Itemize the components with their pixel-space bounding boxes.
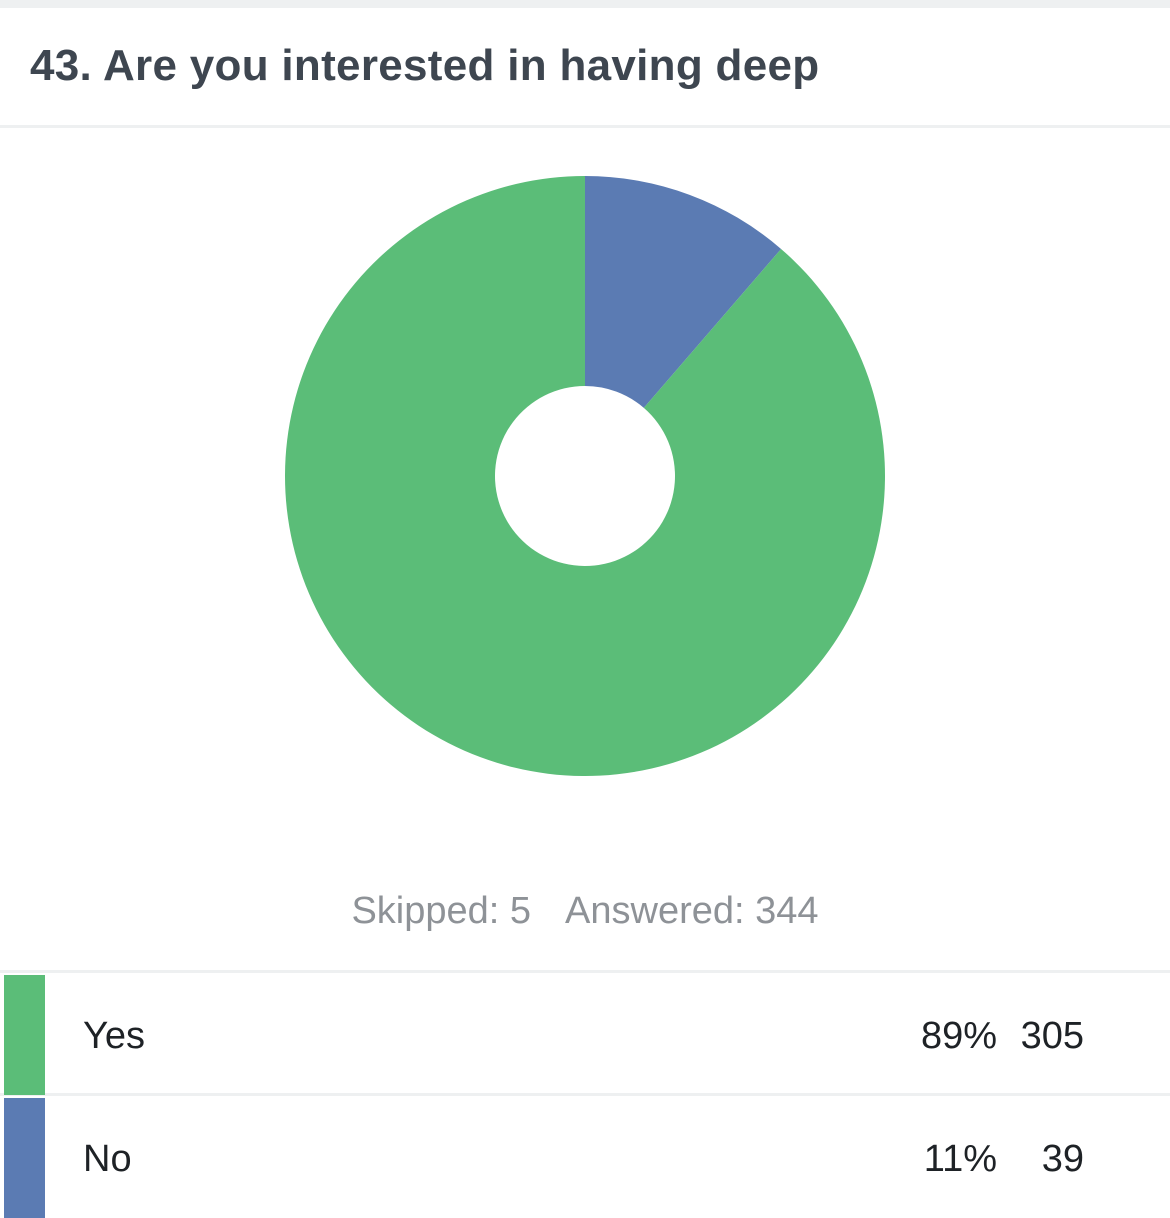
legend-swatch-no [4, 1098, 45, 1218]
answered-count: Answered: 344 [565, 890, 819, 932]
question-header: 43. Are you interested in having deep [0, 8, 1170, 128]
row-count: 305 [1020, 1015, 1084, 1057]
row-count: 39 [1041, 1138, 1084, 1180]
row-label: No [83, 1138, 132, 1180]
donut-slice-yes [285, 176, 886, 776]
question-title: 43. Are you interested in having deep [30, 41, 820, 90]
skipped-count: Skipped: 5 [351, 890, 532, 932]
response-stats: Skipped: 5 Answered: 344 [0, 890, 1170, 933]
chart-area [0, 130, 1170, 830]
table-row-no: No 11% 39 [0, 1096, 1170, 1218]
top-divider [0, 0, 1170, 8]
row-percent: 89% [920, 1015, 997, 1057]
responses-table: Yes 89% 305 No 11% 39 [0, 970, 1170, 1218]
donut-slice-no [585, 176, 782, 408]
row-percent: 11% [923, 1138, 997, 1180]
legend-swatch-yes [4, 975, 45, 1095]
table-row-yes: Yes 89% 305 [0, 973, 1170, 1096]
donut-chart [285, 176, 886, 776]
row-label: Yes [83, 1015, 145, 1057]
